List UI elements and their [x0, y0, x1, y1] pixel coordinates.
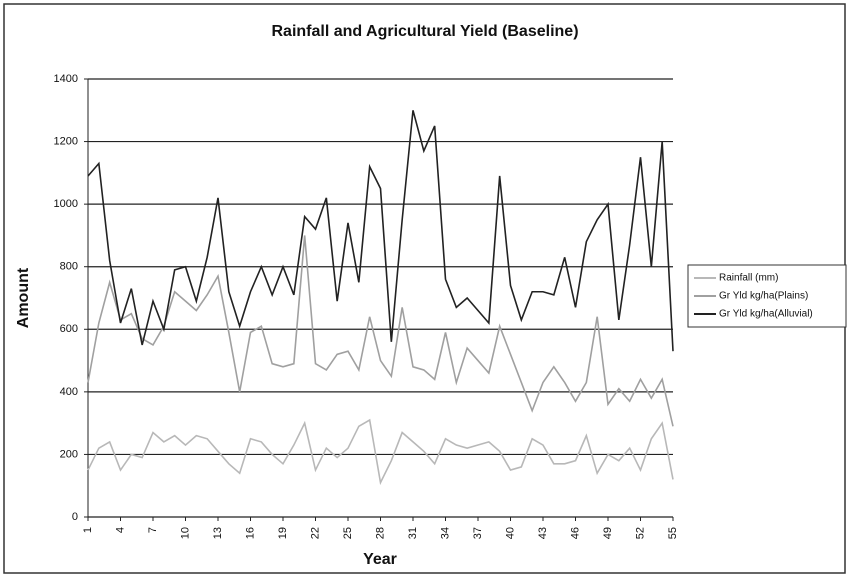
x-tick-label: 55 [667, 527, 679, 539]
x-tick-label: 31 [407, 527, 419, 539]
legend-label: Rainfall (mm) [719, 273, 778, 284]
series-line [87, 418, 674, 486]
y-tick-label: 600 [60, 323, 78, 335]
x-tick-label: 34 [439, 527, 451, 539]
x-tick-label: 46 [569, 527, 581, 539]
legend-label: Gr Yld kg/ha(Plains) [719, 291, 808, 302]
y-tick-label: 400 [60, 386, 78, 398]
x-axis-label: Year [363, 551, 397, 568]
x-tick-label: 13 [212, 527, 224, 539]
x-tick-label: 10 [179, 527, 191, 539]
x-tick-label: 19 [277, 527, 289, 539]
y-tick-label: 1000 [54, 198, 78, 210]
x-tick-label: 40 [504, 527, 516, 539]
x-tick-label: 1 [82, 527, 94, 533]
y-axis-label: Amount [15, 267, 32, 328]
series-line [87, 235, 674, 427]
x-tick-label: 49 [602, 527, 614, 539]
legend-label: Gr Yld kg/ha(Alluvial) [719, 309, 813, 320]
x-tick-label: 22 [309, 527, 321, 539]
x-tick-label: 16 [244, 527, 256, 539]
y-tick-label: 800 [60, 261, 78, 273]
x-tick-label: 25 [342, 527, 354, 539]
y-tick-label: 1400 [54, 73, 78, 85]
x-tick-label: 43 [537, 527, 549, 539]
y-tick-label: 200 [60, 448, 78, 460]
x-tick-label: 28 [374, 527, 386, 539]
x-tick-label: 4 [114, 527, 126, 533]
y-tick-label: 1200 [54, 135, 78, 147]
series-line [87, 110, 674, 352]
y-tick-label: 0 [72, 511, 78, 523]
chart-title: Rainfall and Agricultural Yield (Baselin… [271, 23, 578, 40]
x-tick-label: 37 [472, 527, 484, 539]
x-tick-label: 52 [634, 527, 646, 539]
x-tick-label: 7 [147, 527, 159, 533]
